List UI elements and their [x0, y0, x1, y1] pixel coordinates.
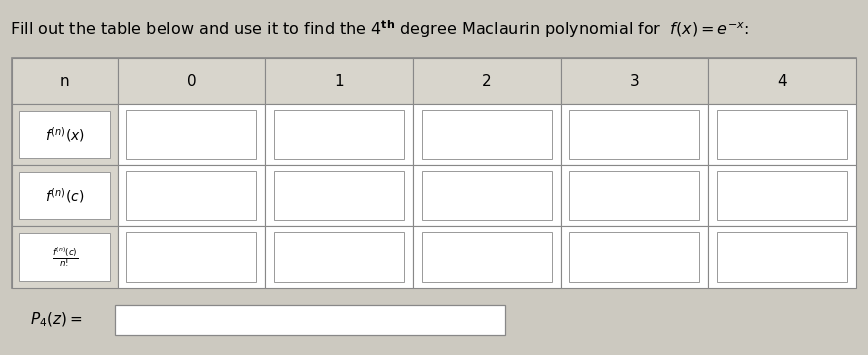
- Bar: [422, 110, 552, 159]
- Bar: [717, 232, 847, 282]
- Bar: [717, 171, 847, 220]
- Bar: [561, 226, 708, 288]
- Bar: [708, 226, 856, 288]
- Bar: [266, 226, 413, 288]
- Bar: [115, 305, 505, 335]
- Bar: [561, 104, 708, 165]
- Bar: [19, 111, 110, 158]
- Text: n: n: [60, 73, 69, 88]
- Bar: [12, 226, 117, 288]
- Bar: [708, 104, 856, 165]
- Bar: [274, 110, 404, 159]
- Bar: [127, 171, 256, 220]
- Bar: [266, 104, 413, 165]
- Text: $P_4(z) =$: $P_4(z) =$: [30, 311, 82, 329]
- Bar: [274, 171, 404, 220]
- Bar: [569, 232, 700, 282]
- Bar: [422, 232, 552, 282]
- Bar: [127, 232, 256, 282]
- Bar: [413, 226, 561, 288]
- Bar: [117, 226, 266, 288]
- Bar: [266, 58, 413, 104]
- Bar: [561, 165, 708, 226]
- Bar: [708, 165, 856, 226]
- Bar: [12, 58, 117, 104]
- Bar: [19, 233, 110, 280]
- Bar: [274, 232, 404, 282]
- Bar: [127, 110, 256, 159]
- Bar: [413, 165, 561, 226]
- Bar: [266, 165, 413, 226]
- Text: 0: 0: [187, 73, 196, 88]
- Bar: [117, 165, 266, 226]
- Text: $f^{(n)}(c)$: $f^{(n)}(c)$: [45, 186, 84, 205]
- Text: 2: 2: [482, 73, 491, 88]
- Bar: [413, 58, 561, 104]
- Bar: [708, 58, 856, 104]
- Bar: [561, 58, 708, 104]
- Bar: [19, 172, 110, 219]
- Text: Fill out the table below and use it to find the 4$^{\mathbf{th}}$ degree Maclaur: Fill out the table below and use it to f…: [10, 18, 749, 40]
- Bar: [422, 171, 552, 220]
- Bar: [413, 104, 561, 165]
- Bar: [569, 171, 700, 220]
- Bar: [12, 165, 117, 226]
- Bar: [569, 110, 700, 159]
- Text: 1: 1: [334, 73, 344, 88]
- Text: $\frac{f^{(n)}(c)}{n!}$: $\frac{f^{(n)}(c)}{n!}$: [51, 245, 78, 269]
- Bar: [117, 58, 266, 104]
- Text: 3: 3: [629, 73, 640, 88]
- Text: 4: 4: [778, 73, 787, 88]
- Text: $f^{(n)}(x)$: $f^{(n)}(x)$: [45, 125, 85, 144]
- Bar: [12, 104, 117, 165]
- Bar: [12, 58, 856, 288]
- Bar: [717, 110, 847, 159]
- Bar: [117, 104, 266, 165]
